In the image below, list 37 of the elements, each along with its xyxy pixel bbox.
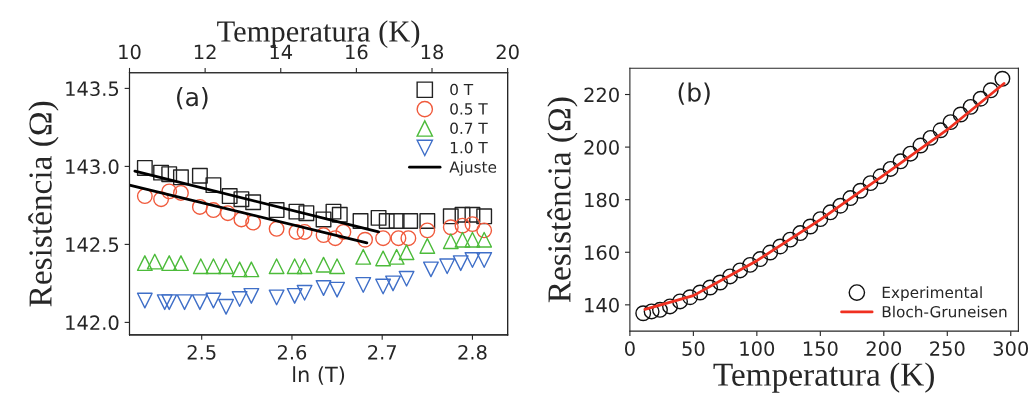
x-axis-title: Temperatura (K) xyxy=(713,362,934,393)
x-tick-label: 50 xyxy=(682,341,705,356)
y-tick-label: 180 xyxy=(585,192,619,208)
y-tick-label: 143.5 xyxy=(66,81,119,97)
y-tick-label: 142.5 xyxy=(66,237,119,253)
y-axis-title: Resistência (Ω) xyxy=(547,97,578,303)
legend-label: 0.7 T xyxy=(450,122,488,135)
x-tick-label: 200 xyxy=(866,341,902,356)
y-tick-label: 200 xyxy=(584,140,619,155)
y-tick-label: 142.0 xyxy=(66,315,119,331)
legend-label: 0 T xyxy=(450,83,474,96)
x-tick-label: 250 xyxy=(930,341,965,356)
annotation: (a) xyxy=(177,86,208,110)
x-axis-title: ln (T) xyxy=(293,366,345,385)
x2-tick-label: 18 xyxy=(421,44,444,60)
y-tick-label: 160 xyxy=(585,245,619,260)
x-tick-label: 2.8 xyxy=(458,344,487,360)
y-tick-label: 143.0 xyxy=(66,159,119,175)
legend-label: 0.5 T xyxy=(450,103,488,115)
x-tick-label: 150 xyxy=(803,341,838,356)
legend-label: 1.0 T xyxy=(450,141,488,154)
x-tick-label: 300 xyxy=(993,341,1029,356)
x2-tick-label: 12 xyxy=(194,44,216,60)
x2-tick-label: 20 xyxy=(496,44,519,60)
annotation: (b) xyxy=(678,82,710,105)
x-tick-label: 2.6 xyxy=(277,344,307,360)
y-tick-label: 220 xyxy=(584,87,619,103)
x-tick-label: 100 xyxy=(740,341,775,356)
x2-tick-label: 10 xyxy=(119,44,141,60)
y-tick-label: 140 xyxy=(585,297,619,313)
legend-label: Ajuste xyxy=(449,160,497,176)
legend-label: Experimental xyxy=(882,286,982,302)
y-axis-title: Resistência (Ω) xyxy=(28,101,59,307)
x-tick-label: 2.7 xyxy=(368,344,396,360)
x-tick-label: 0 xyxy=(624,341,635,356)
x-tick-label: 2.5 xyxy=(187,344,216,360)
legend-label: Bloch-Gruneisen xyxy=(882,305,1007,318)
